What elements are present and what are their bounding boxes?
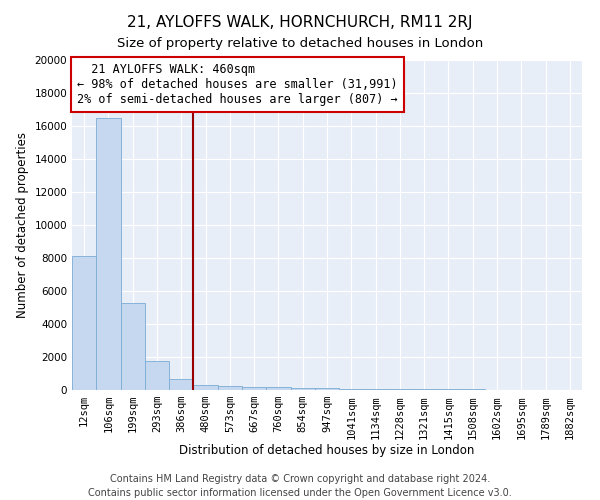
Bar — [72, 256, 96, 390]
Bar — [266, 387, 290, 390]
Bar — [96, 118, 121, 390]
Y-axis label: Number of detached properties: Number of detached properties — [16, 132, 29, 318]
Bar — [218, 386, 242, 390]
Bar — [364, 389, 388, 390]
Bar — [193, 384, 218, 390]
Bar — [388, 389, 412, 390]
Text: Size of property relative to detached houses in London: Size of property relative to detached ho… — [117, 38, 483, 51]
Bar — [242, 386, 266, 390]
Bar — [339, 388, 364, 390]
Text: 21, AYLOFFS WALK, HORNCHURCH, RM11 2RJ: 21, AYLOFFS WALK, HORNCHURCH, RM11 2RJ — [127, 15, 473, 30]
Bar — [145, 361, 169, 390]
Bar — [315, 388, 339, 390]
X-axis label: Distribution of detached houses by size in London: Distribution of detached houses by size … — [179, 444, 475, 457]
Bar — [412, 389, 436, 390]
Text: 21 AYLOFFS WALK: 460sqm
← 98% of detached houses are smaller (31,991)
2% of semi: 21 AYLOFFS WALK: 460sqm ← 98% of detache… — [77, 64, 398, 106]
Bar — [121, 304, 145, 390]
Text: Contains HM Land Registry data © Crown copyright and database right 2024.
Contai: Contains HM Land Registry data © Crown c… — [88, 474, 512, 498]
Bar — [290, 388, 315, 390]
Bar — [169, 380, 193, 390]
